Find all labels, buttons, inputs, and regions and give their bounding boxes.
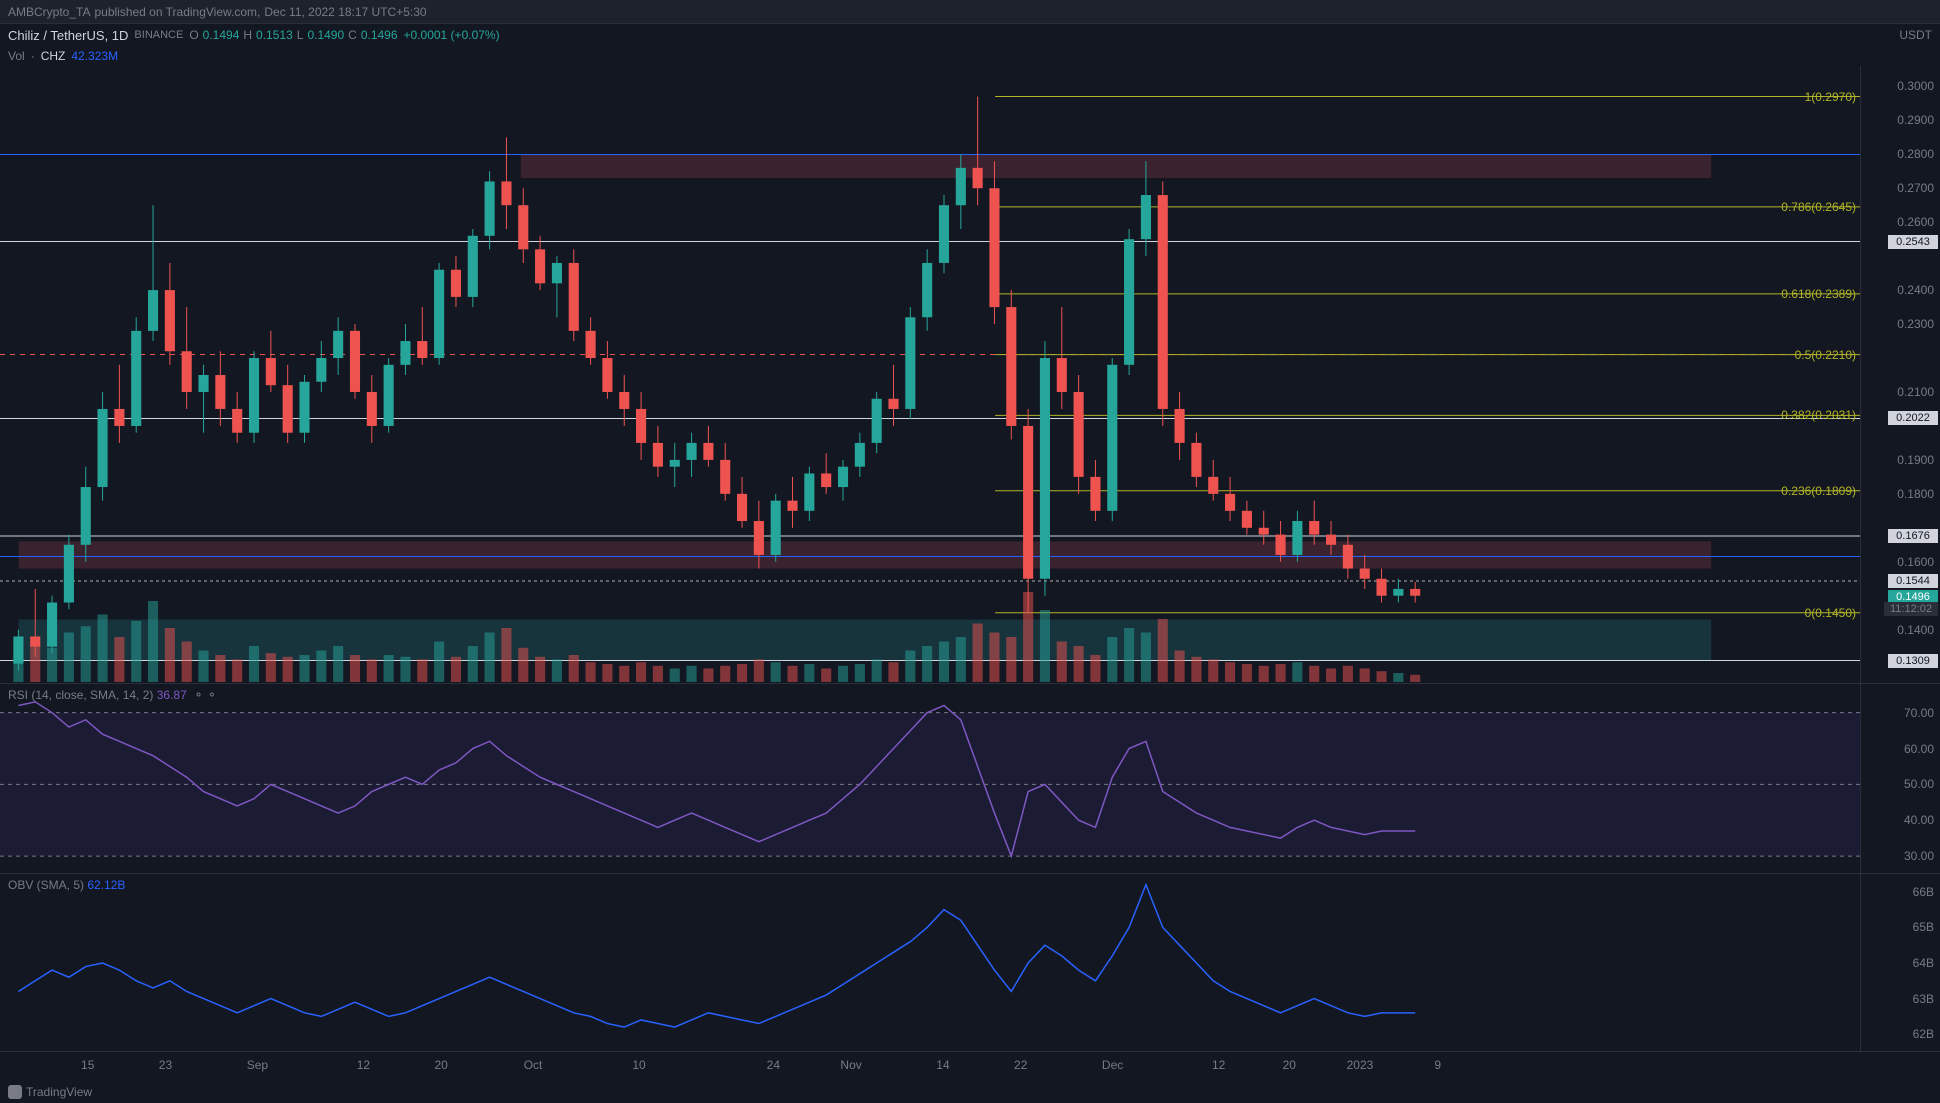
footer-brand: TradingView [26, 1085, 92, 1099]
ohlc-open: 0.1494 [203, 28, 240, 42]
price-svg [0, 66, 1860, 684]
obv-value: 62.12B [87, 878, 125, 892]
volume-symbol: CHZ [41, 49, 66, 63]
symbol-bar: Chiliz / TetherUS, 1D BINANCE O0.1494 H0… [0, 24, 1940, 46]
time-axis[interactable]: 1523Sep1220Oct1024Nov1422Dec122020239 [0, 1052, 1940, 1080]
price-change: +0.0001 (+0.07%) [404, 28, 500, 42]
volume-value: 42.323M [71, 49, 118, 63]
publish-header: AMBCrypto_TA published on TradingView.co… [0, 0, 1940, 24]
published-on: published on TradingView.com, [94, 5, 260, 19]
rsi-value: 36.87 [157, 688, 187, 702]
price-chart[interactable]: 0.14000.16000.18000.19000.21000.23000.24… [0, 66, 1940, 684]
obv-panel[interactable]: OBV (SMA, 5) 62.12B 62B63B64B65B66B [0, 874, 1940, 1052]
symbol-exchange: BINANCE [134, 29, 183, 41]
publish-timestamp: Dec 11, 2022 18:17 UTC+5:30 [264, 5, 426, 19]
rsi-svg [0, 684, 1860, 874]
rsi-label: RSI (14, close, SMA, 14, 2) 36.87 ⚬ ⚬ [8, 688, 217, 702]
price-scale[interactable]: 0.14000.16000.18000.19000.21000.23000.24… [1860, 66, 1940, 683]
rsi-label-text: RSI (14, close, SMA, 14, 2) [8, 688, 153, 702]
publisher: AMBCrypto_TA [8, 5, 90, 19]
volume-bar: Vol · CHZ 42.323M [0, 46, 1940, 66]
ohlc-low: 0.1490 [307, 28, 344, 42]
rsi-panel[interactable]: RSI (14, close, SMA, 14, 2) 36.87 ⚬ ⚬ 70… [0, 684, 1940, 874]
symbol-pair[interactable]: Chiliz / TetherUS, 1D [8, 28, 128, 43]
volume-label: Vol [8, 49, 25, 63]
obv-svg [0, 874, 1860, 1052]
obv-scale[interactable]: 62B63B64B65B66B [1860, 874, 1940, 1051]
rsi-scale[interactable]: 70.0060.0050.0040.0030.00 [1860, 684, 1940, 873]
quote-currency: USDT [1899, 28, 1932, 42]
obv-label: OBV (SMA, 5) 62.12B [8, 878, 125, 892]
ohlc: O0.1494 H0.1513 L0.1490 C0.1496 [189, 28, 397, 42]
obv-label-text: OBV (SMA, 5) [8, 878, 84, 892]
tradingview-logo-icon [8, 1085, 22, 1099]
footer: TradingView [8, 1085, 92, 1099]
ohlc-high: 0.1513 [256, 28, 293, 42]
ohlc-close: 0.1496 [361, 28, 398, 42]
